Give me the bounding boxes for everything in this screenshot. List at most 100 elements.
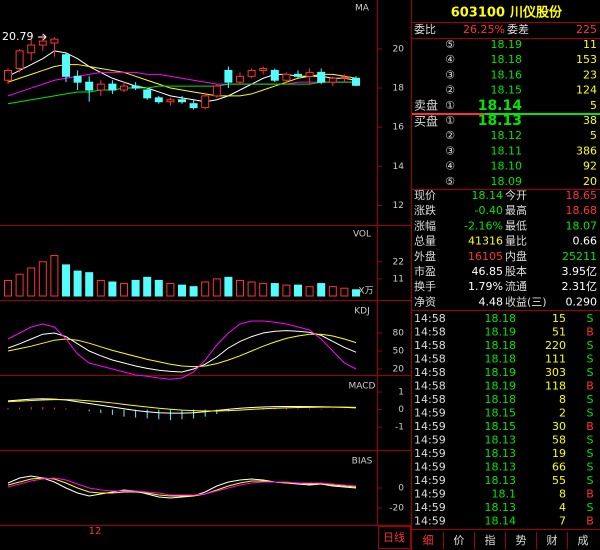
quote-text: S [587,474,594,487]
quote-text: 18.13 [485,474,517,487]
quote-text: 25211 [562,250,597,263]
quote-text: 18.18 [485,312,517,325]
quote-text: -2.16% [464,219,503,232]
candle-body [27,44,36,54]
quote-text: ④ [445,160,455,173]
volume-bar [143,276,152,297]
volume-bar [294,284,302,297]
volume-bar [73,270,82,297]
volume-bar [340,287,349,297]
volume-bar [120,283,128,297]
candle-body [38,40,47,46]
high-label: 20.79 [2,30,34,43]
tab[interactable]: 价 [454,534,465,547]
quote-text: 14:58 [414,393,446,406]
panel-label: MA [355,4,370,14]
volume-bar [224,276,233,297]
quote-text: 14:59 [414,420,446,433]
quote-text: 18.15 [491,84,523,97]
y-tick-label: 0 [398,405,404,415]
candle-body [189,103,198,109]
y-tick-label: 50 [393,347,405,357]
candle-body [282,73,291,81]
y-tick-label: 1 [398,388,404,398]
quote-text: ① [445,114,455,127]
y-tick-label: 18 [393,84,405,94]
quote-text: 14:58 [414,339,446,352]
volume-bar [15,273,24,297]
candle-body [201,95,210,109]
volume-bar [189,286,198,297]
tab[interactable]: 细 [423,534,434,547]
tab[interactable]: 指 [485,533,496,547]
quote-text: B [586,515,594,528]
panel-label: BIAS [352,457,373,467]
tab[interactable]: 成 [578,534,589,547]
quote-text: 0.290 [566,295,598,308]
volume-bar [236,279,244,297]
indicator-line [7,320,357,380]
volume-bar [131,279,140,297]
quote-text: 18.19 [491,38,523,51]
tab[interactable]: 势 [516,534,527,547]
quote-text: 124 [576,84,597,97]
candle-body [317,71,326,83]
quote-text: 涨跌 [414,203,436,217]
quote-text: 23 [583,68,597,81]
quote-text: 30 [552,420,566,433]
volume-bar [270,283,279,297]
quote-text: 涨幅 [414,219,436,232]
candle-body [120,85,128,91]
quote-text: 41316 [468,235,503,248]
panel-label: MACD [349,382,376,392]
quote-text: 18.18 [485,339,517,352]
quote-text: S [587,366,594,379]
candle-body [224,69,233,83]
quote-text: 153 [576,53,597,66]
quote-text: 18.10 [491,160,523,173]
quote-text: 1.79% [468,280,503,293]
quote-text: 51 [552,326,566,339]
quote-text: -0.40 [475,204,503,217]
candle-body [85,81,94,91]
volume-bar [50,255,59,297]
candle-body [166,99,175,103]
quote-text: 14:58 [414,326,446,339]
quote-text: 46.85 [472,265,504,278]
quote-text: 18.14 [485,515,517,528]
volume-bar [108,281,117,297]
quote-text: 4.48 [479,295,504,308]
quote-text: 18.19 [485,380,517,393]
quote-text: 11 [583,38,597,51]
candle-body [15,50,24,69]
candle-body [212,85,221,97]
period-tab[interactable]: 日线 [383,530,405,544]
y-tick-label: -1 [395,423,404,433]
volume-bar [352,289,360,297]
quote-text: 18.65 [566,189,598,202]
tab[interactable]: 财 [547,533,558,547]
volume-bar [201,281,210,297]
quote-text: ③ [445,68,455,81]
quote-text: 内盘 [505,249,527,263]
quote-text: 4 [559,501,566,514]
quote-text: 股本 [505,264,527,278]
quote-text: S [587,461,594,474]
quote-text: 18.14 [472,189,504,202]
quote-text: 18.16 [491,68,523,81]
quote-text: B [586,380,594,393]
quote-text: 14:59 [414,407,446,420]
quote-text: 18.1 [492,488,517,501]
x-tick-label: 12 [89,526,102,537]
quote-text: 市盈 [414,264,436,278]
candle-body [108,83,117,91]
volume-bar [305,286,314,297]
quote-text: 92 [583,160,597,173]
quote-text: 18.18 [491,53,523,66]
quote-text: 外盘 [414,249,436,263]
quote-text: 3.95亿 [562,265,598,278]
quote-text: S [587,339,594,352]
quote-text: ① [445,99,455,112]
